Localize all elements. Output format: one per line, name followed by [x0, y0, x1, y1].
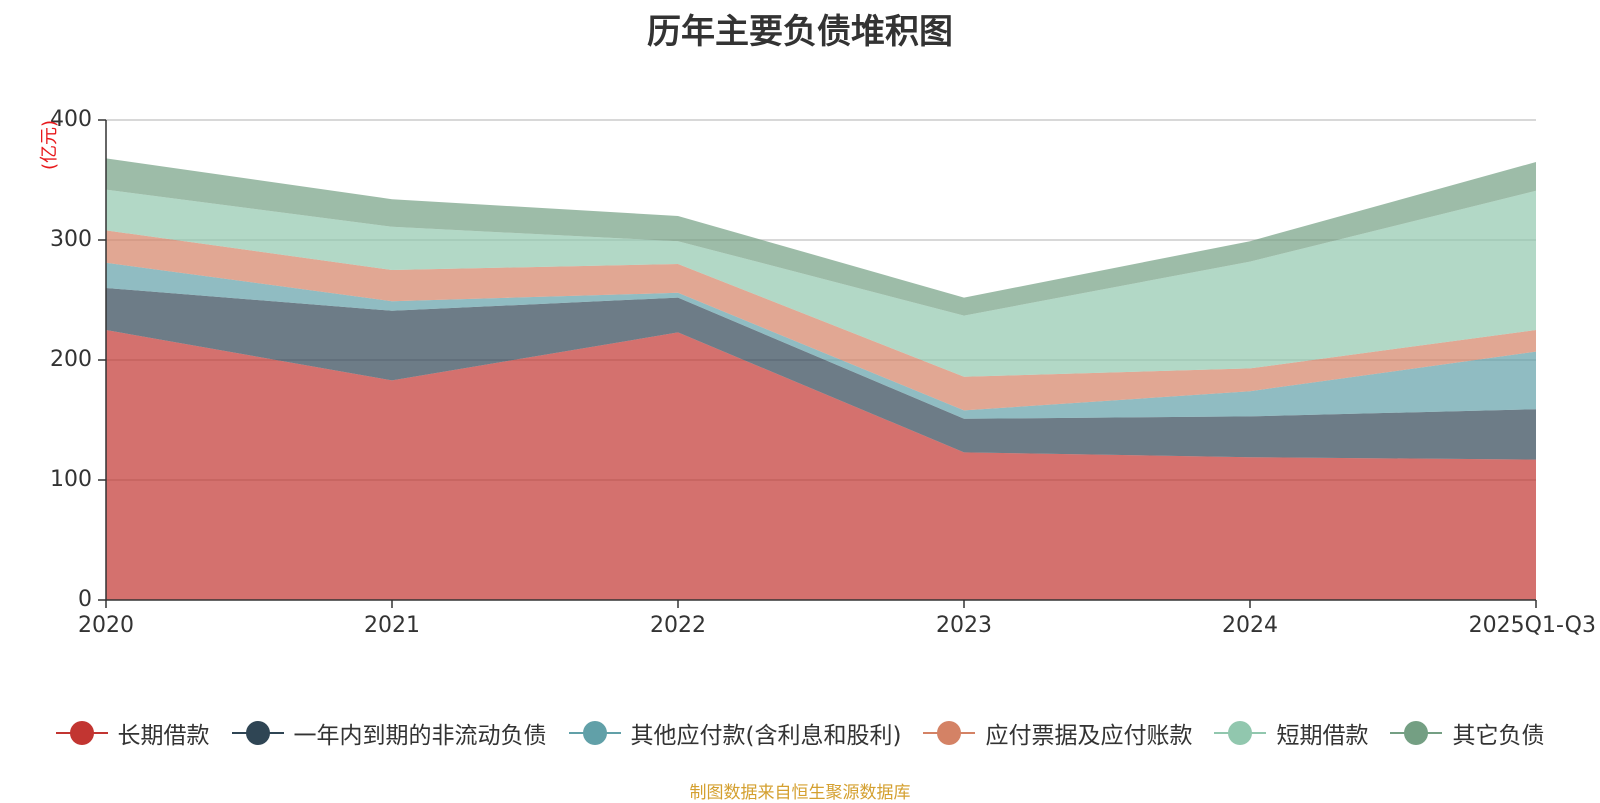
y-tick-label: 200	[50, 347, 92, 372]
legend-marker-icon	[1390, 720, 1443, 746]
area-series-0	[106, 330, 1536, 600]
source-note: 制图数据来自恒生聚源数据库	[689, 783, 911, 803]
chart-plot: 0 100 200 300 400 2020 2021 2022 2023 2024 2025Q1-…	[39, 107, 1596, 638]
legend-marker-icon	[568, 720, 621, 746]
y-tick-label: 100	[50, 467, 92, 492]
legend-label: 其他应付款(含利息和股利)	[630, 723, 902, 749]
legend-label: 短期借款	[1276, 723, 1369, 749]
legend-label: 长期借款	[117, 723, 210, 749]
chart-title: 历年主要负债堆积图	[647, 12, 953, 52]
legend-item-0[interactable]: 长期借款	[55, 716, 210, 750]
legend-label: 其它负债	[1452, 723, 1545, 749]
area-series-1	[106, 288, 1536, 460]
legend-label: 一年内到期的非流动负债	[293, 723, 547, 749]
legend-marker-icon	[923, 720, 976, 746]
y-tick-label: 0	[78, 587, 92, 612]
legend-item-4[interactable]: 短期借款	[1214, 716, 1368, 750]
legend-marker-icon	[231, 720, 284, 746]
stacked-areas	[106, 158, 1536, 600]
legend-item-1[interactable]: 一年内到期的非流动负债	[231, 716, 547, 750]
area-series-4	[106, 189, 1536, 377]
x-tick-label: 2024	[1222, 613, 1278, 638]
legend-item-5[interactable]: 其它负债	[1390, 716, 1544, 750]
legend-marker-icon	[55, 720, 108, 746]
x-tick-label: 2021	[364, 613, 420, 638]
x-tick-label: 2025Q1-Q3	[1469, 613, 1596, 638]
y-tick-label: 300	[50, 227, 92, 252]
legend-item-2[interactable]: 其他应付款(含利息和股利)	[568, 716, 902, 750]
legend-item-3[interactable]: 应付票据及应付账款	[923, 716, 1192, 750]
axes: 0 100 200 300 400 2020 2021 2022 2023 2024 2025Q1-…	[50, 107, 1596, 638]
y-axis-unit-label: (亿元)	[39, 120, 60, 170]
legend-marker-icon	[1214, 720, 1267, 746]
x-tick-label: 2023	[936, 613, 992, 638]
y-tick-label: 400	[50, 107, 92, 132]
legend: 长期借款 一年内到期的非流动负债 其他应付款(含利息和股利) 应付票据及应付账款 短期借…	[0, 716, 1600, 750]
legend-label: 应付票据及应付账款	[985, 723, 1193, 749]
x-tick-label: 2022	[650, 613, 706, 638]
x-tick-label: 2020	[78, 613, 134, 638]
area-series-2	[106, 262, 1536, 419]
